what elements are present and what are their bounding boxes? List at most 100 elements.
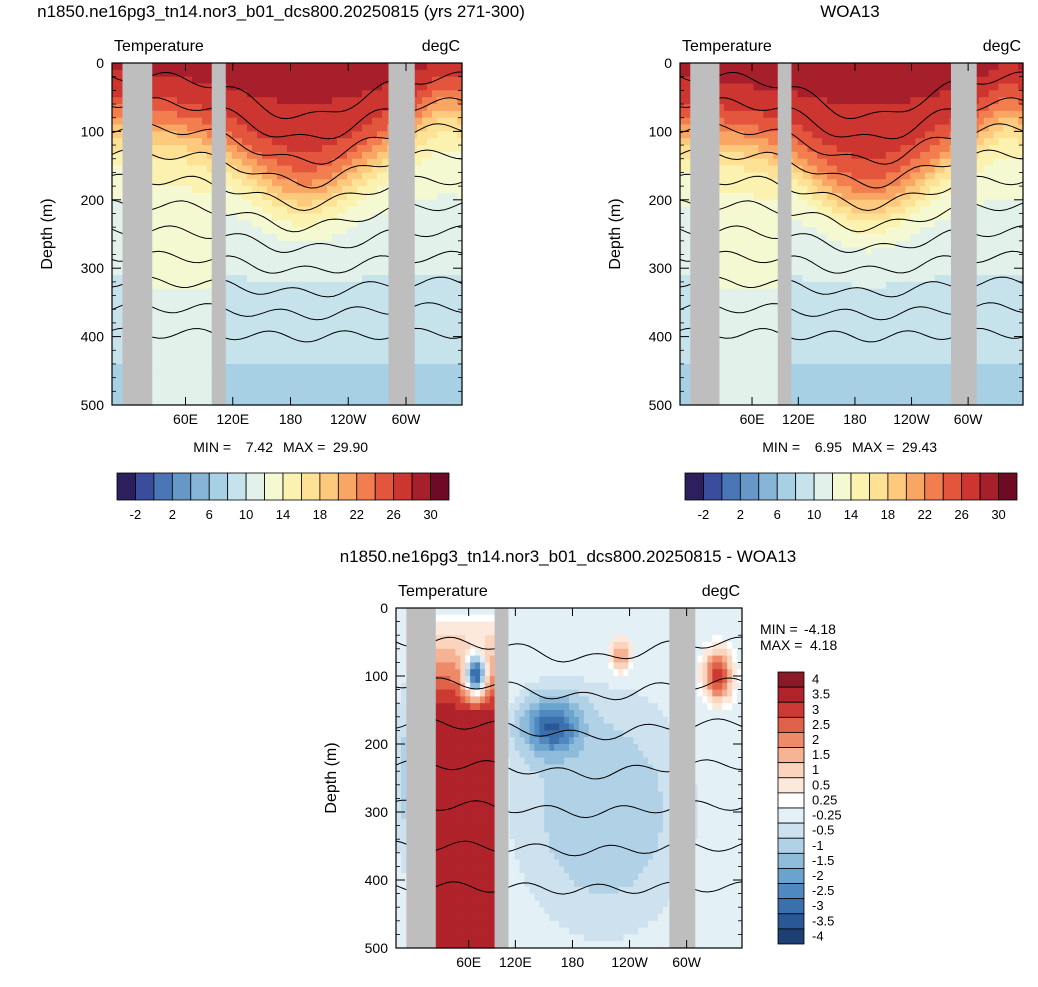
field-cell (753, 110, 759, 119)
field-cell (242, 261, 248, 269)
field-cell (347, 83, 353, 91)
field-cell (822, 172, 828, 180)
field-cell (202, 213, 208, 221)
field-cell (763, 104, 769, 112)
field-cell (861, 90, 867, 98)
field-cell (773, 69, 779, 78)
field-cell (172, 76, 178, 85)
field-cell (317, 343, 323, 351)
field-cell (915, 110, 921, 119)
field-cell (880, 76, 887, 85)
field-cell (382, 336, 388, 345)
field-cell (442, 117, 448, 126)
field-cell (312, 302, 318, 310)
field-cell (910, 117, 916, 126)
field-cell (836, 186, 843, 194)
field-cell (262, 131, 268, 139)
field-cell (900, 131, 906, 139)
field-cell (167, 90, 173, 98)
field-cell (187, 329, 193, 338)
field-cell (422, 322, 428, 331)
field-cell (292, 384, 298, 392)
field-cell (322, 350, 328, 358)
field-cell (422, 309, 428, 317)
field-cell (232, 370, 238, 379)
field-cell (317, 131, 323, 139)
field-cell (357, 192, 363, 201)
field-cell (207, 329, 213, 338)
field-cell (187, 268, 193, 276)
field-cell (297, 254, 303, 262)
field-cell (895, 83, 902, 91)
field-cell (422, 261, 428, 269)
field-cell (292, 357, 298, 365)
field-cell (988, 145, 995, 153)
field-cell (1008, 124, 1014, 132)
field-cell (252, 110, 258, 119)
field-cell (207, 302, 213, 310)
field-cell (272, 363, 278, 372)
field-cell (297, 391, 303, 399)
field-cell (929, 76, 936, 85)
field-cell (257, 288, 263, 297)
field-cell (920, 90, 926, 98)
field-cell (743, 151, 750, 160)
field-cell (337, 186, 343, 194)
field-cell (252, 213, 258, 221)
field-cell (187, 179, 193, 187)
field-cell (457, 83, 463, 91)
field-cell (939, 63, 946, 71)
field-cell (812, 117, 818, 126)
field-cell (352, 247, 358, 256)
field-cell (452, 234, 458, 242)
field-cell (172, 322, 178, 331)
field-cell (998, 76, 1004, 85)
field-cell (738, 138, 745, 146)
field-cell (719, 138, 725, 146)
field-cell (890, 110, 897, 119)
field-cell (377, 302, 383, 310)
field-cell (841, 97, 848, 105)
field-cell (792, 172, 799, 180)
field-cell (377, 220, 383, 228)
field-cell (242, 370, 248, 379)
field-cell (347, 110, 353, 119)
field-cell (1003, 97, 1009, 105)
field-cell (162, 90, 168, 98)
field-cell (332, 391, 338, 399)
field-cell (257, 363, 263, 372)
field-cell (227, 97, 233, 105)
field-cell (337, 275, 343, 283)
field-cell (362, 275, 368, 283)
field-cell (277, 234, 283, 242)
field-cell (157, 316, 163, 324)
field-cell (297, 336, 303, 345)
field-cell (763, 110, 769, 119)
field-cell (157, 206, 163, 215)
field-cell (247, 179, 253, 187)
field-cell (934, 151, 941, 160)
field-cell (817, 138, 823, 146)
field-cell (292, 254, 298, 262)
field-cell (900, 179, 906, 187)
field-cell (247, 158, 253, 167)
field-cell (802, 69, 808, 78)
field-cell (287, 76, 293, 85)
field-cell (856, 172, 862, 180)
field-cell (437, 90, 443, 98)
field-cell (267, 350, 273, 358)
field-cell (192, 151, 198, 160)
field-cell (1008, 63, 1014, 71)
field-cell (417, 63, 423, 71)
field-cell (192, 254, 198, 262)
field-cell (342, 309, 348, 317)
field-cell (232, 151, 238, 160)
field-cell (227, 247, 233, 256)
field-cell (719, 158, 725, 167)
field-cell (427, 261, 433, 269)
field-cell (367, 309, 373, 317)
field-cell (157, 172, 163, 180)
field-cell (846, 117, 853, 126)
field-cell (262, 117, 268, 126)
field-cell (856, 69, 862, 78)
